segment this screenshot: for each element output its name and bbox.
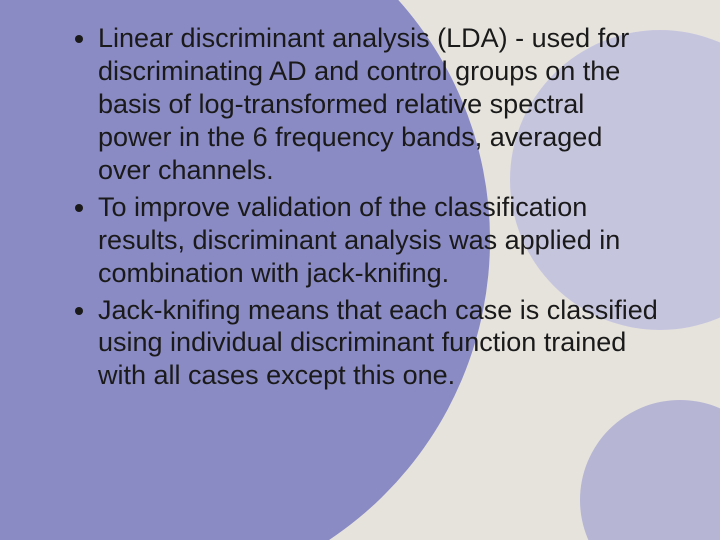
bg-circle-small <box>580 400 720 540</box>
bullet-list: Linear discriminant analysis (LDA) - use… <box>70 22 660 392</box>
slide-body: Linear discriminant analysis (LDA) - use… <box>70 22 660 396</box>
list-item: Linear discriminant analysis (LDA) - use… <box>98 22 660 187</box>
list-item: Jack-knifing means that each case is cla… <box>98 294 660 393</box>
list-item: To improve validation of the classificat… <box>98 191 660 290</box>
slide: Linear discriminant analysis (LDA) - use… <box>0 0 720 540</box>
